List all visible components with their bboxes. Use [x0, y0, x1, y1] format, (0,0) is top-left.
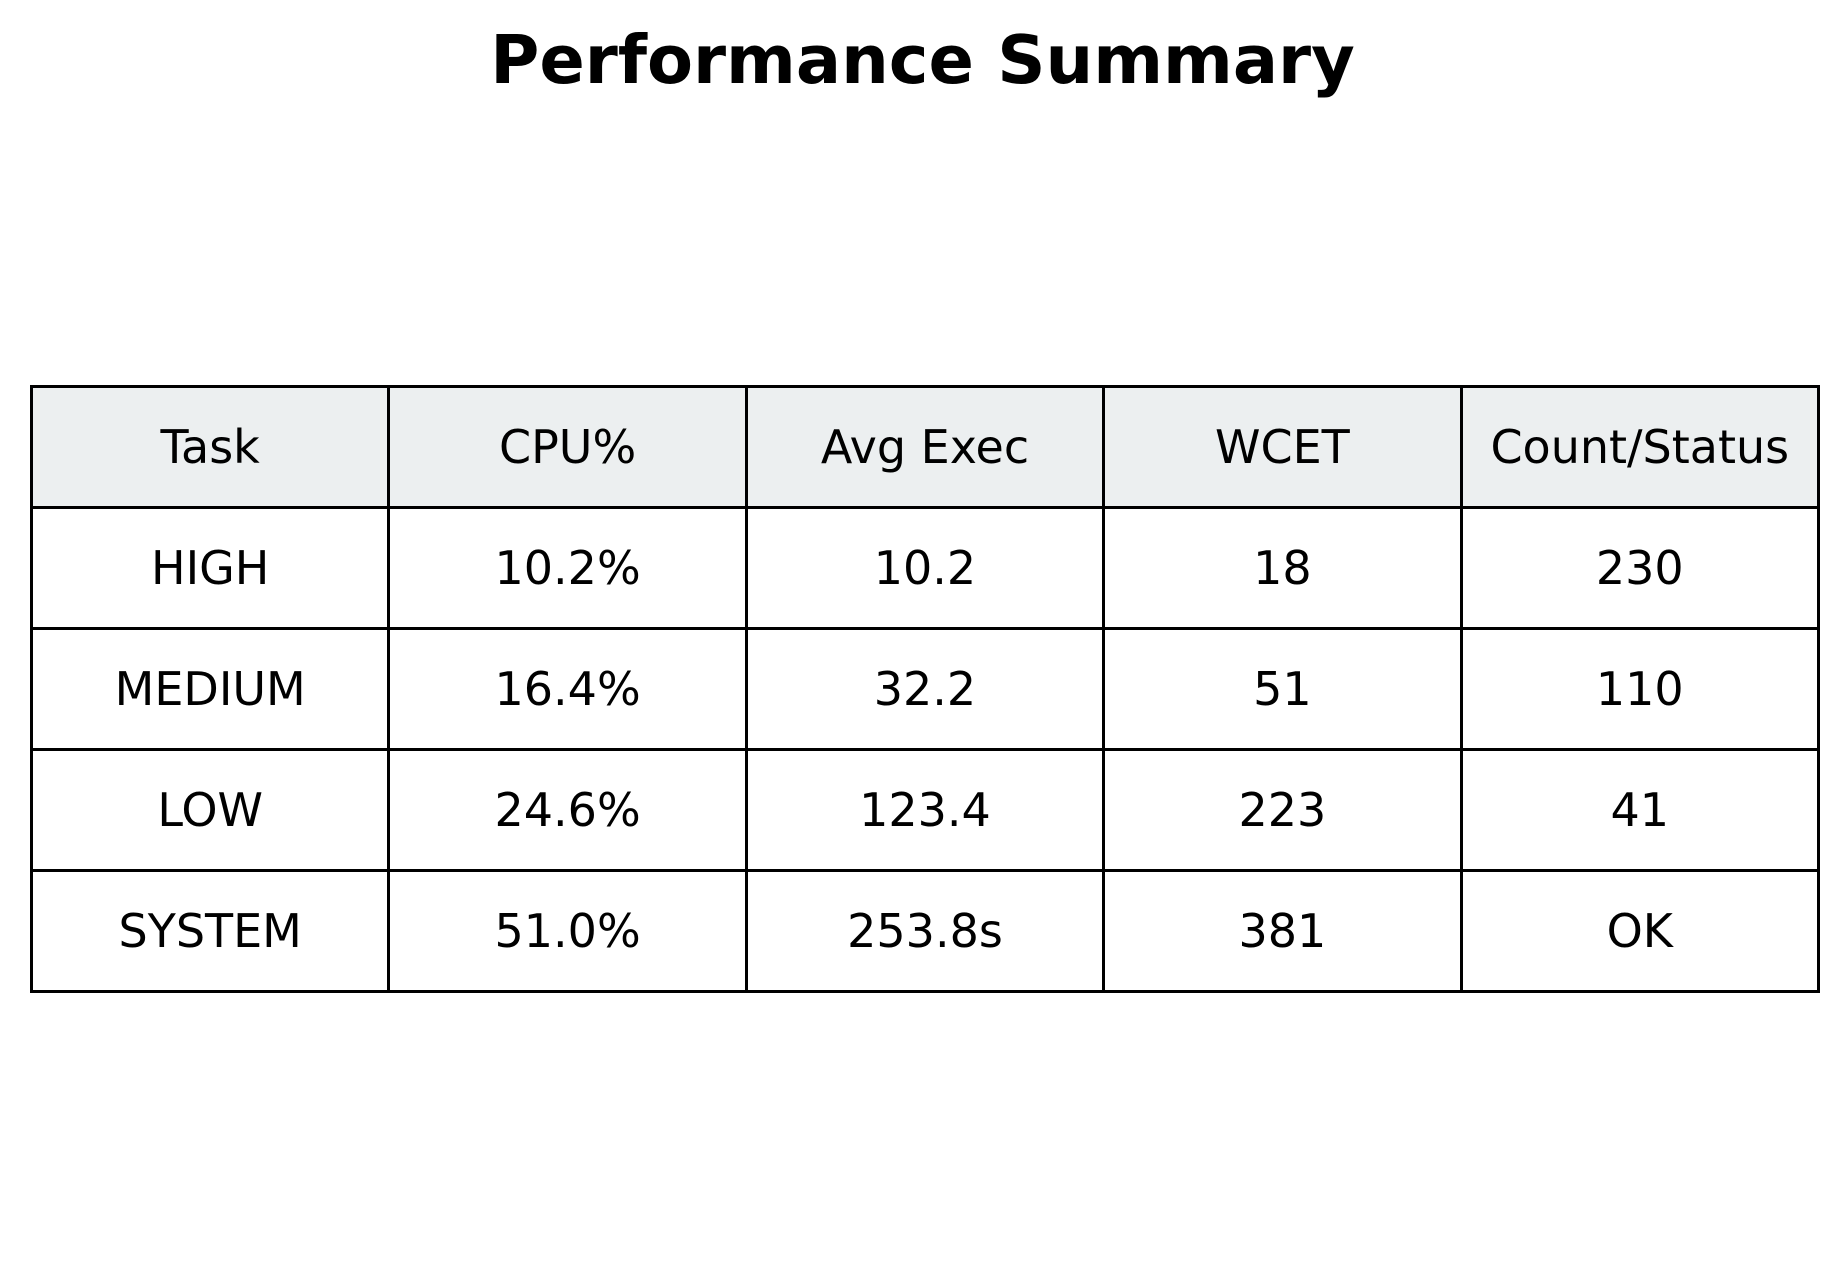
table-cell: MEDIUM	[29, 627, 391, 751]
column-header-task: Task	[29, 385, 391, 509]
table-cell: 41	[1459, 748, 1821, 872]
table-cell: 10.2%	[387, 506, 748, 630]
table-cell: 223	[1102, 748, 1463, 872]
table-cell: HIGH	[29, 506, 391, 630]
table-cell: 16.4%	[387, 627, 748, 751]
table-row: SYSTEM 51.0% 253.8s 381 OK	[29, 869, 1821, 993]
table-row: MEDIUM 16.4% 32.2 51 110	[29, 627, 1821, 751]
table-cell: 381	[1102, 869, 1463, 993]
performance-summary-table: Task CPU% Avg Exec WCET Count/Status HIG…	[29, 385, 1821, 993]
column-header-wcet: WCET	[1102, 385, 1463, 509]
header-row: Task CPU% Avg Exec WCET Count/Status	[29, 385, 1821, 509]
table-cell: OK	[1459, 869, 1821, 993]
table-cell: 51.0%	[387, 869, 748, 993]
table-row: LOW 24.6% 123.4 223 41	[29, 748, 1821, 872]
table-cell: SYSTEM	[29, 869, 391, 993]
table-cell: 110	[1459, 627, 1821, 751]
table-cell: 32.2	[744, 627, 1106, 751]
column-header-count-status: Count/Status	[1459, 385, 1821, 509]
column-header-cpu: CPU%	[387, 385, 748, 509]
table-row: HIGH 10.2% 10.2 18 230	[29, 506, 1821, 630]
chart-title: Performance Summary	[490, 21, 1355, 99]
table-cell: LOW	[29, 748, 391, 872]
table-cell: 123.4	[744, 748, 1106, 872]
table-cell: 10.2	[744, 506, 1106, 630]
column-header-avg-exec: Avg Exec	[744, 385, 1106, 509]
table-cell: 253.8s	[744, 869, 1106, 993]
table-cell: 24.6%	[387, 748, 748, 872]
table-cell: 230	[1459, 506, 1821, 630]
table-cell: 18	[1102, 506, 1463, 630]
table-cell: 51	[1102, 627, 1463, 751]
